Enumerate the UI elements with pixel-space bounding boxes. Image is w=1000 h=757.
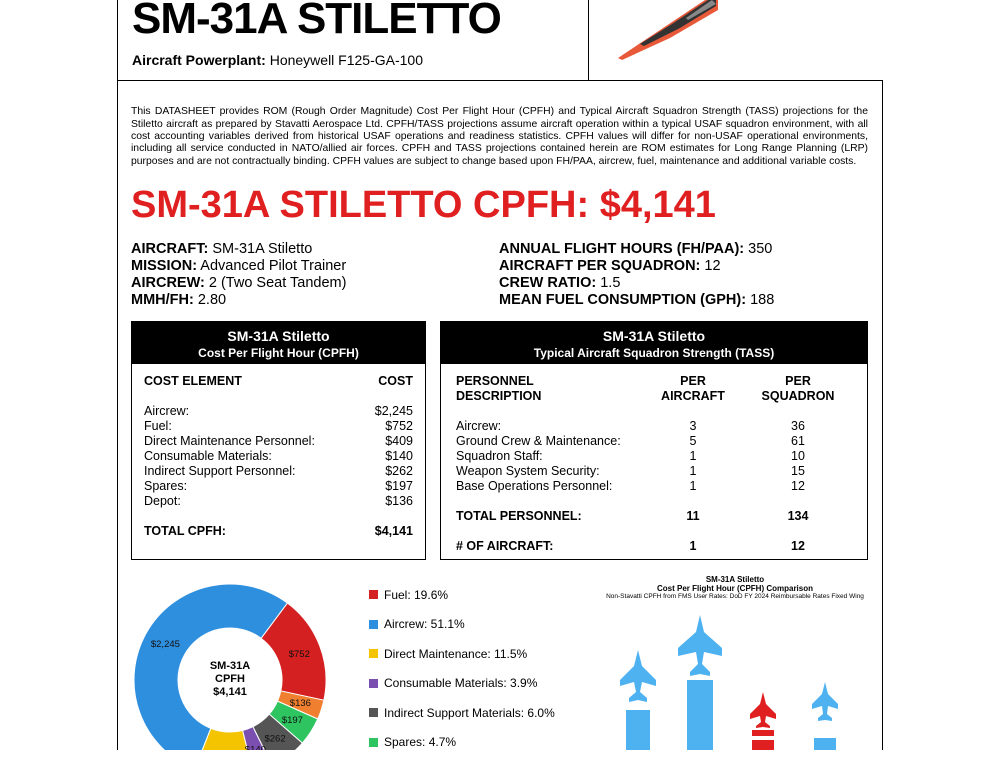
page-title: SM-31A STILETTO (132, 0, 501, 44)
table-row: Aircrew:$2,245 (144, 404, 413, 419)
table-row: Consumable Materials:$140 (144, 449, 413, 464)
powerplant-label: Aircraft Powerplant: (132, 52, 266, 68)
comparison-bar-3 (750, 692, 776, 750)
legend-swatch (369, 738, 378, 747)
legend-swatch (369, 590, 378, 599)
legend-item-consumables: Consumable Materials: 3.9% (369, 669, 555, 699)
legend-item-direct-maintenance: Direct Maintenance: 11.5% (369, 639, 555, 669)
aircraft-nose-illustration (600, 0, 720, 62)
donut-center-line-1: SM-31A (210, 660, 250, 672)
spec-flight-hours: ANNUAL FLIGHT HOURS (FH/PAA): 350 (499, 241, 774, 258)
table-row: Fuel:$752 (144, 419, 413, 434)
donut-data-label: $752 (289, 649, 310, 660)
table-row: Depot:$136 (144, 494, 413, 509)
legend-swatch (369, 708, 378, 717)
intro-paragraph: This DATASHEET provides ROM (Rough Order… (131, 106, 868, 167)
specs-left: AIRCRAFT: SM-31A Stiletto MISSION: Advan… (131, 241, 346, 309)
spec-mmh: MMH/FH: 2.80 (131, 292, 346, 309)
frame-top-border (117, 80, 883, 81)
donut-data-label: $197 (282, 715, 303, 726)
tass-table-header: SM-31A Stiletto Typical Aircraft Squadro… (441, 322, 867, 364)
legend-item-spares: Spares: 4.7% (369, 728, 555, 757)
spec-crew-ratio: CREW RATIO: 1.5 (499, 275, 774, 292)
frame-left-border (117, 0, 118, 750)
tass-table: SM-31A Stiletto Typical Aircraft Squadro… (440, 321, 868, 560)
cpfh-table-header: SM-31A Stiletto Cost Per Flight Hour (CP… (132, 322, 425, 364)
legend-swatch (369, 649, 378, 658)
cpfh-comparison-chart (600, 610, 870, 750)
legend-swatch (369, 679, 378, 688)
table-row: Spares:$197 (144, 479, 413, 494)
donut-data-label: $136 (290, 698, 311, 709)
donut-legend: Fuel: 19.6% Aircrew: 51.1% Direct Mainte… (369, 580, 555, 757)
legend-item-aircrew: Aircrew: 51.1% (369, 610, 555, 640)
comparison-chart-title: SM-31A Stiletto Cost Per Flight Hour (CP… (600, 575, 870, 600)
donut-center-line-2: CPFH (215, 673, 245, 685)
spec-aircraft: AIRCRAFT: SM-31A Stiletto (131, 241, 346, 258)
spec-fuel-consumption: MEAN FUEL CONSUMPTION (GPH): 188 (499, 292, 774, 309)
spec-aircrew: AIRCREW: 2 (Two Seat Tandem) (131, 275, 346, 292)
cpfh-total-row: TOTAL CPFH:$4,141 (144, 524, 413, 539)
legend-swatch (369, 620, 378, 629)
cpfh-donut-chart: $2,245$752$136$197$262$140$409 SM-31A CP… (125, 575, 335, 750)
spec-aircraft-per-squadron: AIRCRAFT PER SQUADRON: 12 (499, 258, 774, 275)
table-row: Indirect Support Personnel:$262 (144, 464, 413, 479)
donut-data-label: $262 (264, 734, 285, 745)
table-row: Direct Maintenance Personnel:$409 (144, 434, 413, 449)
powerplant-value: Honeywell F125-GA-100 (270, 52, 423, 68)
comparison-bar-4 (812, 682, 838, 750)
donut-center-line-3: $4,141 (213, 686, 247, 698)
spec-mission: MISSION: Advanced Pilot Trainer (131, 258, 346, 275)
comparison-bar-2 (678, 615, 722, 750)
frame-right-border (882, 80, 883, 750)
specs-right: ANNUAL FLIGHT HOURS (FH/PAA): 350 AIRCRA… (499, 241, 774, 309)
donut-data-label: $140 (245, 745, 266, 750)
cpfh-headline: SM-31A STILETTO CPFH: $4,141 (131, 184, 716, 227)
powerplant-line: Aircraft Powerplant: Honeywell F125-GA-1… (132, 52, 423, 68)
comparison-bar-1 (620, 650, 656, 750)
legend-item-indirect-support: Indirect Support Materials: 6.0% (369, 698, 555, 728)
header-divider (588, 0, 589, 81)
donut-data-label: $2,245 (151, 639, 180, 650)
legend-item-fuel: Fuel: 19.6% (369, 580, 555, 610)
cpfh-table: SM-31A Stiletto Cost Per Flight Hour (CP… (131, 321, 426, 560)
